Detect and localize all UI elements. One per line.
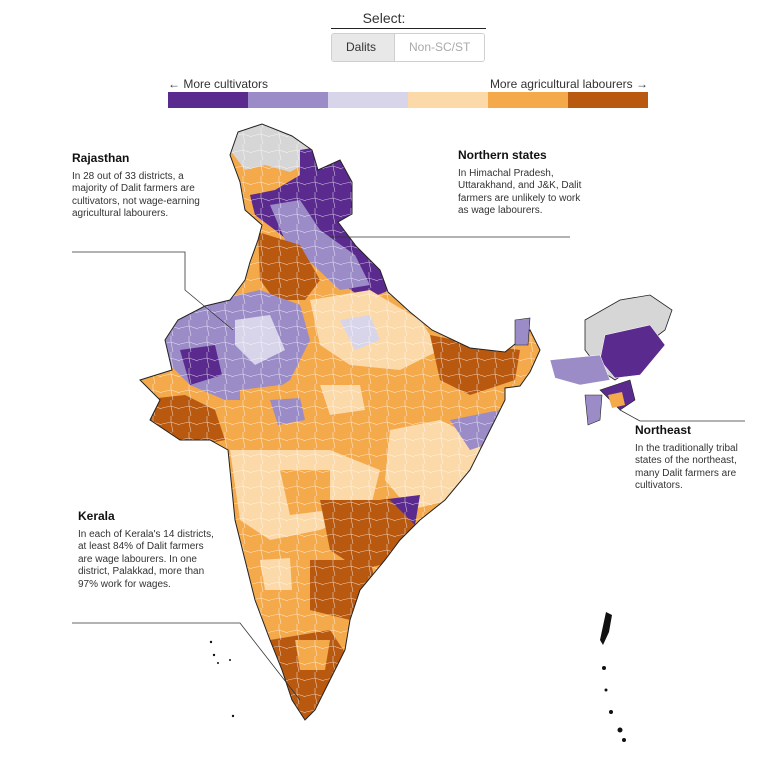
- annotation-leaders: [72, 236, 745, 701]
- legend-swatch-5: [488, 92, 568, 108]
- note-northeast-title: Northeast: [635, 423, 692, 437]
- note-rajasthan-title: Rajasthan: [72, 151, 130, 165]
- note-northeast-text: In the traditionally tribal states of th…: [635, 442, 738, 492]
- toggle-non-sc-st-button[interactable]: Non-SC/ST: [395, 34, 485, 61]
- northeast-region: [514, 294, 673, 426]
- legend-swatch-2: [248, 92, 328, 108]
- legend-left-label: ← More cultivators: [168, 77, 269, 91]
- selector-rule: [331, 28, 486, 29]
- note-northern-states: Northern states In Himachal Pradesh, Utt…: [458, 149, 583, 218]
- andaman-nicobar-islands: [600, 612, 626, 742]
- legend-swatch-4: [408, 92, 488, 108]
- note-northern-title: Northern states: [458, 148, 547, 162]
- selector-label: Select:: [362, 10, 406, 26]
- note-northeast: Northeast In the traditionally tribal st…: [635, 424, 745, 493]
- group-toggle: Dalits Non-SC/ST: [331, 33, 486, 62]
- note-kerala: Kerala In each of Kerala's 14 districts,…: [78, 510, 218, 591]
- lakshadweep-islands: [209, 640, 235, 718]
- note-rajasthan-text: In 28 out of 33 districts, a majority of…: [72, 170, 200, 220]
- note-northern-text: In Himachal Pradesh, Uttarakhand, and J&…: [458, 167, 582, 217]
- legend-swatch-6: [568, 92, 648, 108]
- legend-right-label: More agricultural labourers →: [489, 77, 648, 91]
- note-kerala-text: In each of Kerala's 14 districts, at lea…: [78, 528, 214, 590]
- legend-color-scale: [168, 92, 648, 108]
- toggle-dalits-button[interactable]: Dalits: [332, 34, 395, 61]
- note-rajasthan: Rajasthan In 28 out of 33 districts, a m…: [72, 152, 202, 221]
- note-kerala-title: Kerala: [78, 509, 115, 523]
- legend-swatch-3: [328, 92, 408, 108]
- legend-swatch-1: [168, 92, 248, 108]
